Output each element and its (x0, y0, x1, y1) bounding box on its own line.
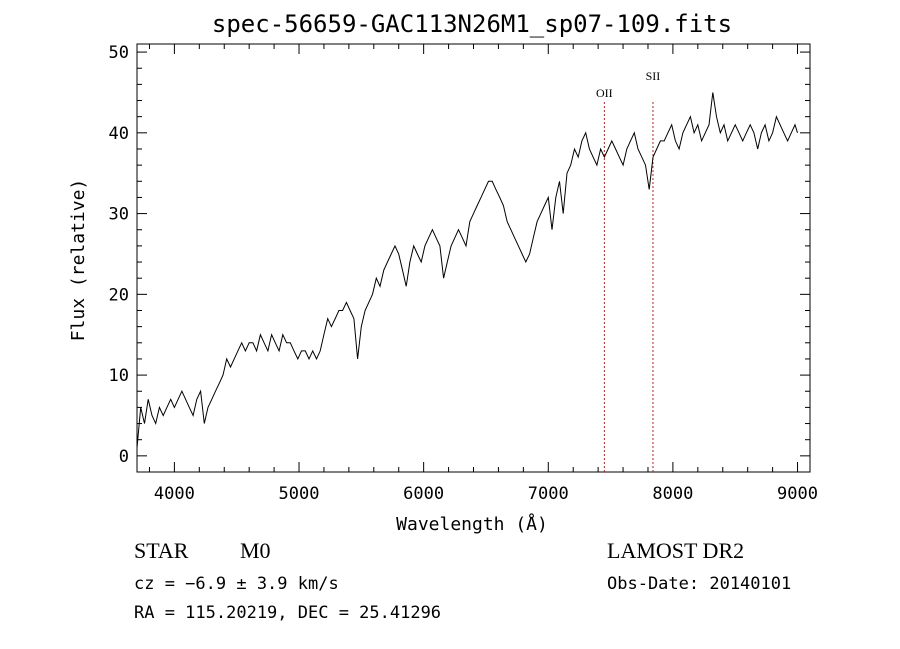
plot-frame (136, 43, 811, 473)
plot-border (136, 43, 811, 473)
x-tick-label: 8000 (652, 484, 693, 504)
object-subclass: M0 (240, 538, 271, 563)
series-group (136, 92, 798, 448)
object-class: STAR (134, 538, 189, 563)
line-markers: OII SII (596, 69, 660, 472)
coordinates: RA = 115.20219, DEC = 25.41296 (134, 603, 442, 623)
y-tick-label: 50 (109, 43, 129, 63)
axis-ticks (137, 44, 810, 472)
x-tick-label: 5000 (279, 484, 320, 504)
survey-name: LAMOST DR2 (607, 538, 745, 563)
obs-date: Obs-Date: 20140101 (607, 574, 792, 594)
x-tick-label: 7000 (528, 484, 569, 504)
y-tick-label: 10 (109, 366, 129, 386)
chart-title: spec-56659-GAC113N26M1_sp07-109.fits (212, 10, 732, 38)
redshift-cz: cz = −6.9 ± 3.9 km/s (134, 574, 339, 594)
line-marker-label: SII (646, 69, 661, 83)
x-axis-label: Wavelength (Å) (396, 513, 548, 535)
y-tick-label: 30 (109, 205, 129, 225)
y-tick-label: 0 (119, 447, 129, 467)
y-tick-label: 40 (109, 124, 129, 144)
y-axis-label: Flux (relative) (68, 179, 89, 342)
line-marker-label: OII (596, 86, 613, 100)
axis-tick-labels: 4000 5000 6000 7000 8000 9000 0 10 20 30 40 50 (109, 43, 818, 504)
x-tick-label: 4000 (154, 484, 195, 504)
x-tick-label: 9000 (777, 484, 818, 504)
y-tick-label: 20 (109, 285, 129, 305)
spectrum-line (136, 92, 798, 448)
x-tick-label: 6000 (403, 484, 444, 504)
